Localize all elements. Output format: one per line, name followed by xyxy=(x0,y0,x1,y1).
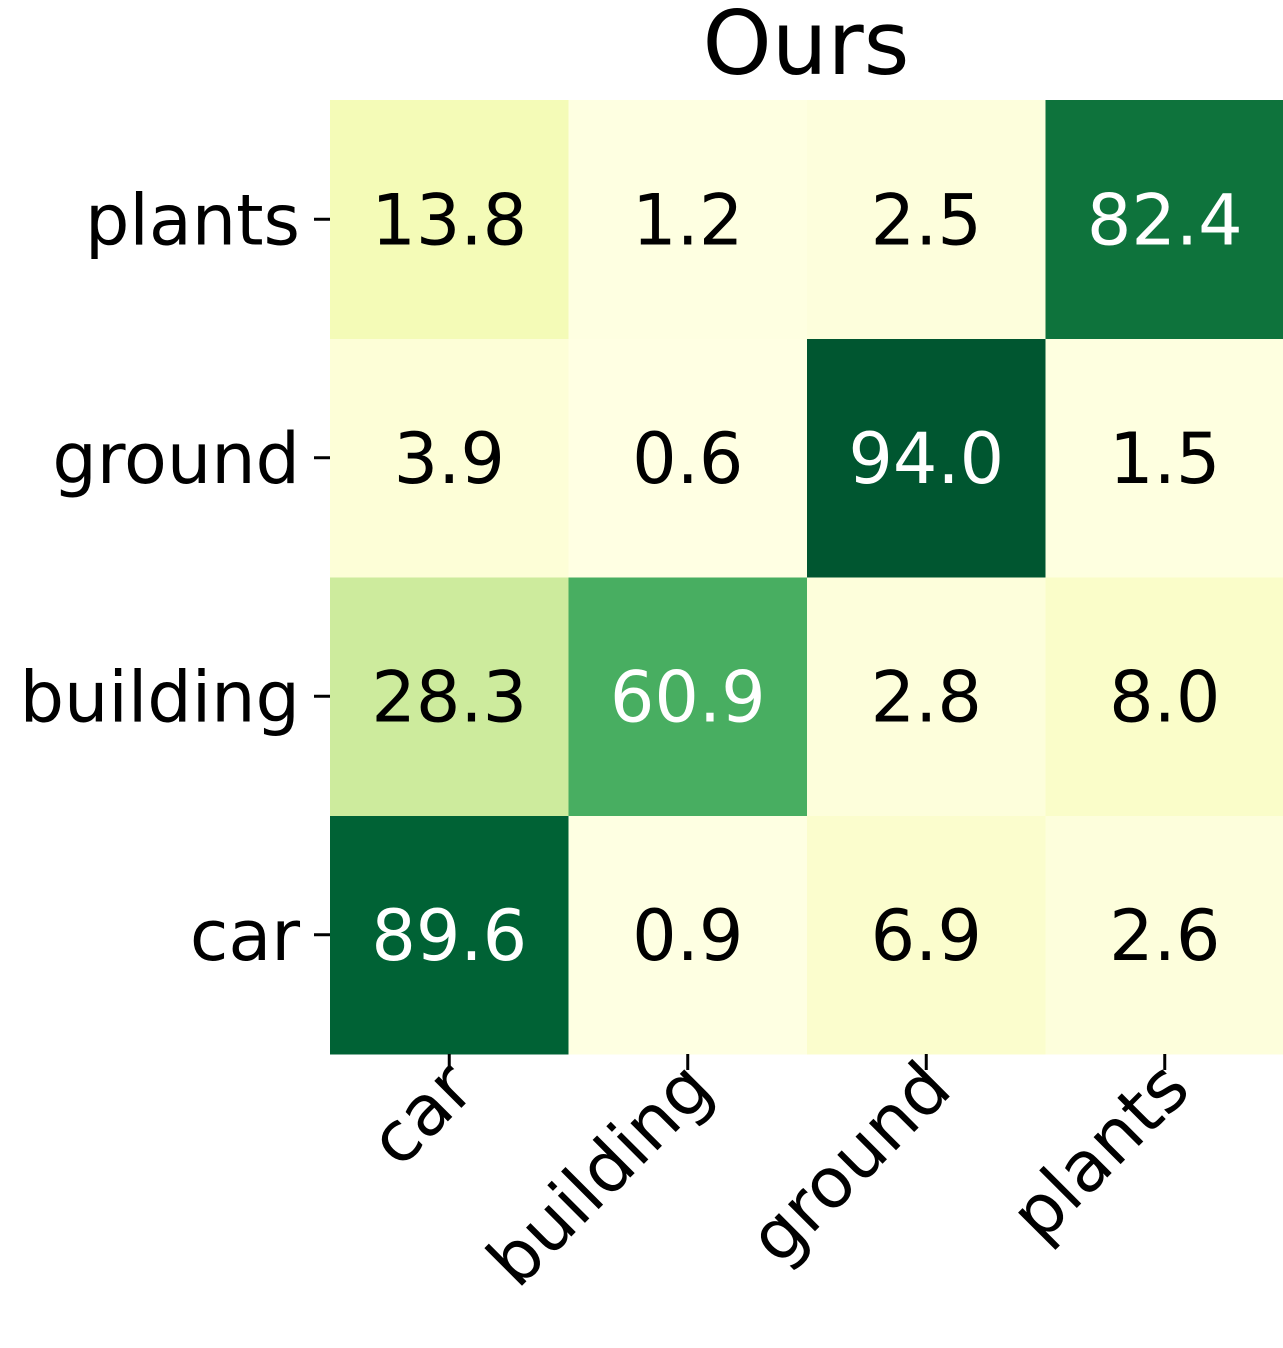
heatmap-cell xyxy=(807,338,1046,578)
cell-value-label: 6.9 xyxy=(871,895,982,977)
heatmap-cell xyxy=(568,100,808,339)
cell-value-label: 2.6 xyxy=(1109,895,1220,977)
cell-value-label: 8.0 xyxy=(1109,656,1220,738)
heatmap-cell xyxy=(568,338,808,578)
heatmap-cell xyxy=(330,338,569,578)
heatmap-cell xyxy=(330,577,569,816)
heatmap-cell xyxy=(568,815,808,1055)
y-tick-label-car: car xyxy=(190,895,300,977)
cell-value-label: 0.6 xyxy=(632,418,743,500)
heatmap-cell xyxy=(1045,338,1283,578)
chart-title: Ours xyxy=(702,0,909,95)
heatmap-cell xyxy=(568,577,808,816)
heatmap-cell xyxy=(1045,815,1283,1055)
y-tick-label-ground: ground xyxy=(52,418,300,500)
heatmap-cell xyxy=(1045,100,1283,339)
x-tick-label-plants: plants xyxy=(995,1046,1205,1256)
cell-value-label: 3.9 xyxy=(394,418,505,500)
y-tick-label-plants: plants xyxy=(85,179,300,261)
heatmap-cell xyxy=(807,577,1046,816)
heatmap-cells: 89.6 0.9 6.9 2.6 28.3 60.9 2.8 8.0 3.9 0.6 94.0 1.5… xyxy=(330,100,1283,1055)
y-axis-tick-labels: car building ground plants xyxy=(20,179,301,977)
cell-value-label: 94.0 xyxy=(848,418,1004,500)
cell-value-label: 2.8 xyxy=(871,656,982,738)
heatmap-cell xyxy=(330,815,569,1055)
heatmap-cell xyxy=(807,815,1046,1055)
cell-value-label: 60.9 xyxy=(610,656,766,738)
cell-value-label: 89.6 xyxy=(371,895,527,977)
heatmap-cell xyxy=(807,100,1046,339)
heatmap-cell xyxy=(330,100,569,339)
x-tick-label-ground: ground xyxy=(733,1046,966,1279)
axis-ticks xyxy=(314,217,1167,1070)
cell-value-label: 2.5 xyxy=(871,179,982,261)
x-tick-label-car: car xyxy=(353,1046,489,1182)
cell-value-label: 28.3 xyxy=(371,656,527,738)
cell-value-label: 0.9 xyxy=(632,895,743,977)
y-tick-label-building: building xyxy=(20,656,300,738)
x-tick-label-building: building xyxy=(472,1046,728,1302)
heatmap-cell xyxy=(1045,577,1283,816)
cell-value-label: 13.8 xyxy=(371,179,527,261)
cell-value-label: 1.2 xyxy=(632,179,743,261)
cell-value-label: 1.5 xyxy=(1109,418,1220,500)
cell-value-label: 82.4 xyxy=(1087,179,1243,261)
